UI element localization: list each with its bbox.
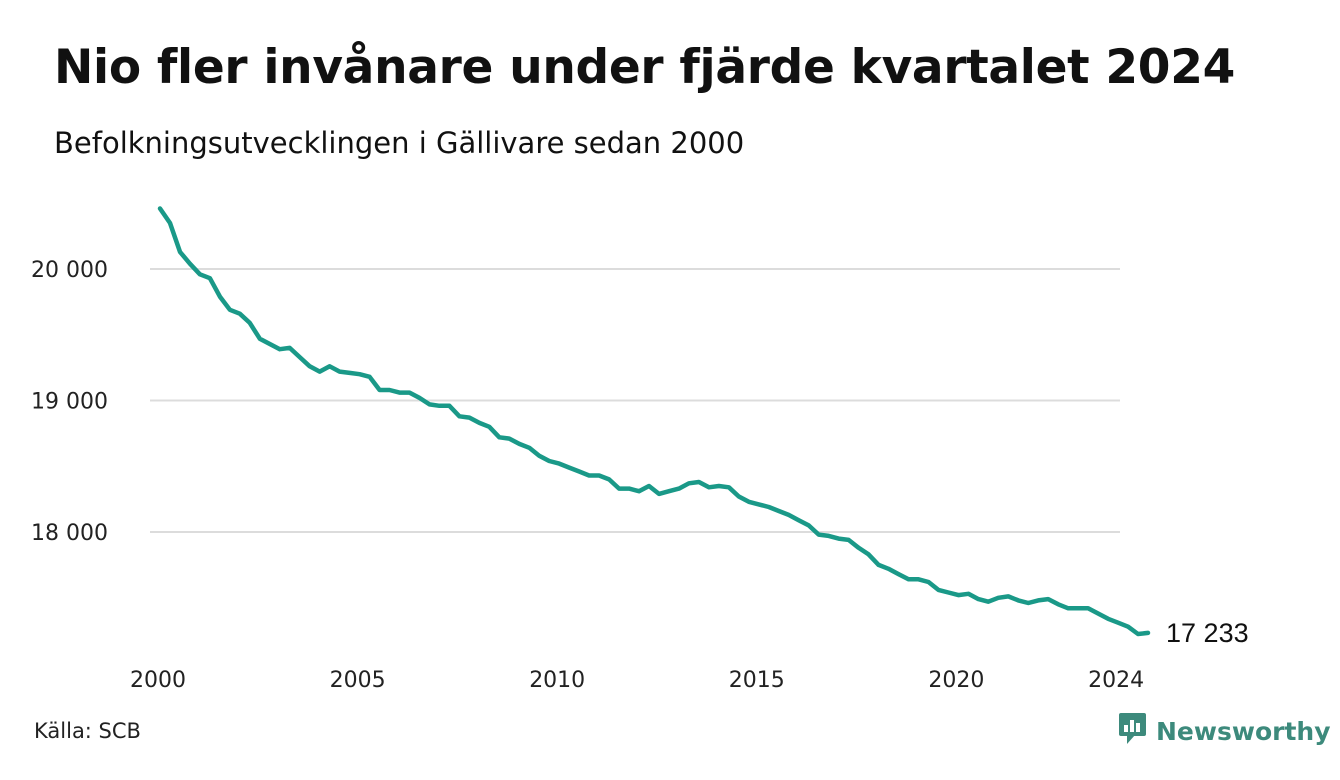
end-value-label: 17 233 xyxy=(1166,618,1249,648)
x-tick-label: 2000 xyxy=(130,668,186,693)
y-tick-label: 19 000 xyxy=(31,390,108,415)
chart-title: Nio fler invånare under fjärde kvartalet… xyxy=(54,40,1236,95)
y-axis: 18 000 19 000 20 000 xyxy=(31,258,108,546)
y-tick-label: 18 000 xyxy=(31,521,108,546)
x-axis: 2000 2005 2010 2015 2020 2024 xyxy=(130,668,1144,693)
y-tick-label: 20 000 xyxy=(31,258,108,283)
x-tick-label: 2024 xyxy=(1088,668,1144,693)
x-tick-label: 2015 xyxy=(729,668,785,693)
brand-name: Newsworthy xyxy=(1156,716,1331,746)
newsworthy-logo-icon xyxy=(1118,712,1148,750)
source-note: Källa: SCB xyxy=(34,719,141,743)
x-tick-label: 2005 xyxy=(330,668,386,693)
x-tick-label: 2020 xyxy=(928,668,984,693)
series-group xyxy=(157,206,1151,637)
series-line-0 xyxy=(157,206,1151,637)
grid-lines xyxy=(150,268,1120,533)
chart-subtitle: Befolkningsutvecklingen i Gällivare seda… xyxy=(54,126,745,160)
x-tick-label: 2010 xyxy=(529,668,585,693)
brand-logo: Newsworthy xyxy=(1118,712,1331,750)
